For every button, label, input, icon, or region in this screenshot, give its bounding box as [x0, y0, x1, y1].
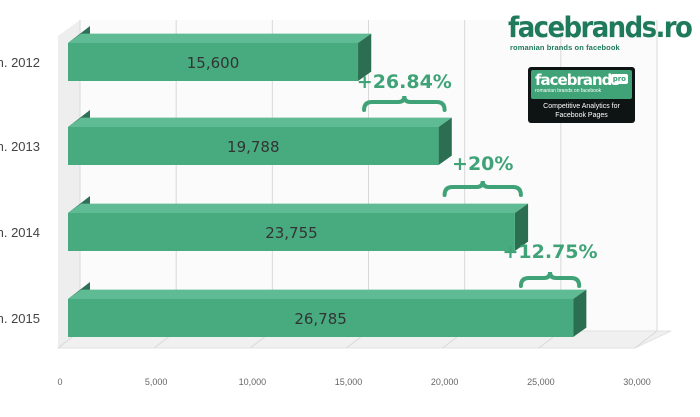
growth-label-2: +12.75%: [502, 241, 597, 263]
x-tick-label-0: 0: [57, 377, 62, 387]
gridline-floor-6: [634, 330, 658, 349]
facebrands-logo: facebrands.ro romanian brands on faceboo…: [508, 11, 693, 52]
bar-side-1: [438, 117, 452, 165]
pro-desc-line-1: Competitive Analytics for: [543, 103, 620, 110]
bar-value-label-0: 15,600: [187, 54, 240, 72]
pro-badge-tagline: romanian brands on facebook: [535, 88, 602, 94]
pro-tag: pro: [610, 74, 628, 84]
growth-label-0: +26.84%: [357, 71, 452, 93]
category-label-0: n. 2012: [0, 55, 40, 70]
pro-badge-header: facebrands pro romanian brands on facebo…: [531, 70, 632, 99]
bar-2: [68, 213, 515, 251]
pro-badge-description: Competitive Analytics for Facebook Pages: [528, 102, 635, 120]
growth-label-1: +20%: [452, 153, 513, 175]
growth-brace-1: [442, 180, 523, 197]
bar-top-0: [68, 33, 372, 43]
x-tick-label-5: 25,000: [527, 377, 555, 387]
x-tick-label-6: 30,000: [623, 377, 651, 387]
bar-0: [68, 43, 359, 81]
bar-side-0: [358, 33, 372, 81]
bar-value-label-1: 19,788: [227, 138, 280, 156]
bar-3: [68, 299, 574, 337]
pro-badge-name: facebrands: [535, 71, 620, 89]
chart-side-wall: [58, 20, 80, 348]
bar-value-label-2: 23,755: [265, 224, 318, 242]
bar-value-label-3: 26,785: [294, 310, 347, 328]
bar-side-2: [514, 203, 529, 251]
logo-tagline: romanian brands on facebook: [510, 43, 620, 52]
growth-brace-2: [518, 271, 582, 288]
bar-top-1: [68, 117, 452, 127]
logo-name: facebrands.ro: [508, 11, 693, 45]
bar-1: [68, 127, 439, 165]
pro-desc-line-2: Facebook Pages: [555, 112, 608, 119]
bar-top-3: [68, 289, 587, 299]
facebrands-pro-badge: facebrands pro romanian brands on facebo…: [528, 67, 635, 123]
x-tick-label-3: 15,000: [335, 377, 363, 387]
bar-top-2: [68, 203, 529, 213]
x-tick-label-2: 10,000: [239, 377, 267, 387]
category-label-1: n. 2013: [0, 139, 40, 154]
x-tick-label-4: 20,000: [431, 377, 459, 387]
category-label-3: n. 2015: [0, 311, 40, 326]
x-tick-label-1: 5,000: [145, 377, 168, 387]
category-label-2: n. 2014: [0, 225, 40, 240]
growth-brace-0: [362, 95, 447, 112]
bar-side-3: [573, 289, 587, 337]
